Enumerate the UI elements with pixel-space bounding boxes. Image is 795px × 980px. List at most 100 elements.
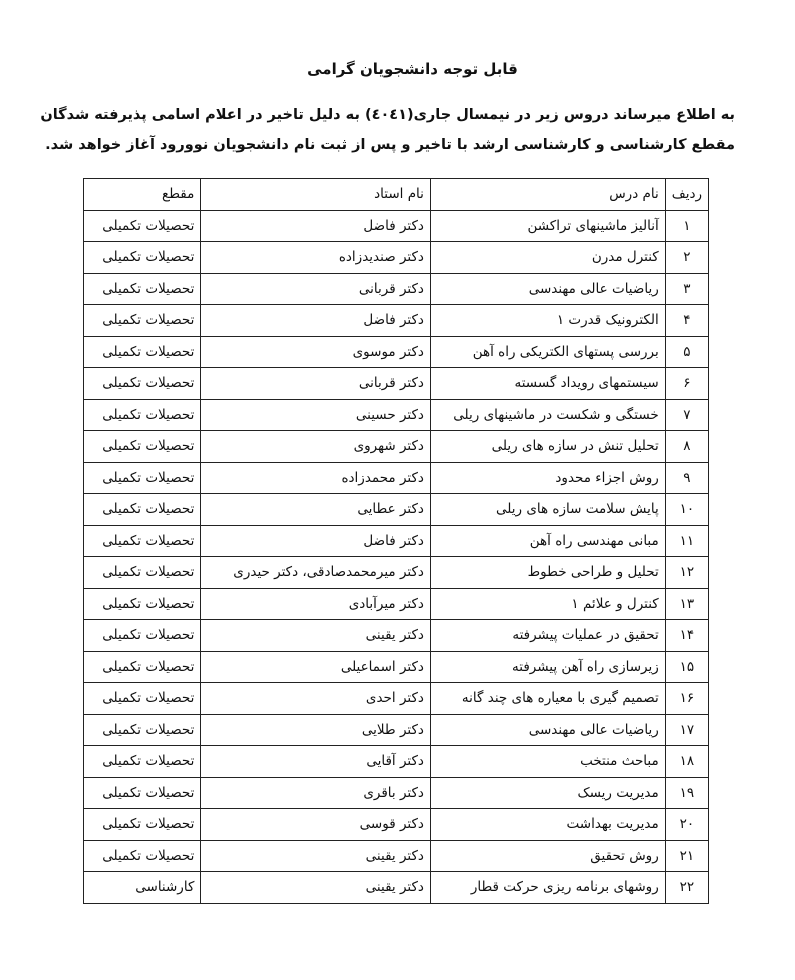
header-professor-name: نام استاد [200,178,431,211]
level-cell: تحصیلات تکمیلی [82,556,202,589]
level-cell: تحصیلات تکمیلی [82,335,202,368]
level-cell: تحصیلات تکمیلی [82,839,202,872]
course-name-cell: تحقیق در عملیات پیشرفته [429,619,666,652]
level-cell: تحصیلات تکمیلی [82,241,202,274]
table-row: ۲۲ روشهای برنامه ریزی حرکت قطار دکتر یقینی… [82,871,710,904]
course-name-cell: مدیریت ریسک [429,776,666,809]
level-cell: تحصیلات تکمیلی [82,209,202,242]
course-name-cell: ریاضیات عالی مهندسی [429,713,666,746]
table-row: ۱۴ تحقیق در عملیات پیشرفته دکتر یقینی تحصیل… [82,619,710,652]
table-row: ۲ کنترل مدرن دکتر صندیدزاده تحصیلات تکمیلی [82,241,710,274]
row-number-cell: ۱۴ [664,619,710,652]
row-number-cell: ۱۰ [664,493,710,526]
professor-name-cell: دکتر طلایی [200,713,431,746]
level-cell: تحصیلات تکمیلی [82,650,202,683]
professor-name-cell: دکتر حسینی [200,398,431,431]
level-cell: تحصیلات تکمیلی [82,493,202,526]
header-row-number: ردیف [664,178,710,211]
level-cell: تحصیلات تکمیلی [82,619,202,652]
professor-name-cell: دکتر احدی [200,682,431,715]
table-row: ۵ بررسی پستهای الکتریکی راه آهن دکتر موسوی… [82,335,710,368]
table-row: ۱۷ ریاضیات عالی مهندسی دکتر طلایی تحصیلات ت… [82,713,710,746]
course-name-cell: زیرسازی راه آهن پیشرفته [429,650,666,683]
course-name-cell: الکترونیک قدرت ۱ [429,304,666,337]
table-row: ۱۰ پایش سلامت سازه های ریلی دکتر عطایی تحصی… [82,493,710,526]
course-name-cell: آنالیز ماشینهای تراکشن [429,209,666,242]
professor-name-cell: دکتر فاضل [200,209,431,242]
table-row: ۱ آنالیز ماشینهای تراکشن دکتر فاضل تحصیلات … [82,209,710,242]
level-cell: تحصیلات تکمیلی [82,524,202,557]
header-course-name: نام درس [429,178,666,211]
professor-name-cell: دکتر محمدزاده [200,461,431,494]
row-number-cell: ۴ [664,304,710,337]
course-name-cell: تصمیم گیری با معیاره های چند گانه [429,682,666,715]
row-number-cell: ۵ [664,335,710,368]
table-header-row: ردیف نام درس نام استاد مقطع [82,178,710,211]
table-row: ۶ سیستمهای رویداد گسسته دکتر قربانی تحصیلات… [82,367,710,400]
row-number-cell: ۱۵ [664,650,710,683]
level-cell: تحصیلات تکمیلی [82,272,202,305]
table-row: ۱۲ تحلیل و طراحی خطوط دکتر میرمحمدصادقی، د… [82,556,710,589]
row-number-cell: ۲ [664,241,710,274]
professor-name-cell: دکتر اسماعیلی [200,650,431,683]
level-cell: تحصیلات تکمیلی [82,304,202,337]
table-row: ۱۸ مباحث منتخب دکتر آقایی تحصیلات تکمیلی [82,745,710,778]
professor-name-cell: دکتر یقینی [200,871,431,904]
row-number-cell: ۱۲ [664,556,710,589]
level-cell: تحصیلات تکمیلی [82,461,202,494]
table-row: ۱۳ کنترل و علائم ۱ دکتر میرآبادی تحصیلات تک… [82,587,710,620]
table-row: ۴ الکترونیک قدرت ۱ دکتر فاضل تحصیلات تکمیلی [82,304,710,337]
row-number-cell: ۱۶ [664,682,710,715]
professor-name-cell: دکتر میرمحمدصادقی، دکتر حیدری [200,556,431,589]
row-number-cell: ۶ [664,367,710,400]
level-cell: کارشناسی [82,871,202,904]
course-name-cell: روشهای برنامه ریزی حرکت قطار [429,871,666,904]
professor-name-cell: دکتر فاضل [200,304,431,337]
table-row: ۱۵ زیرسازی راه آهن پیشرفته دکتر اسماعیلی تح… [82,650,710,683]
professor-name-cell: دکتر قربانی [200,367,431,400]
notice-title: قابل توجه دانشجویان گرامی [307,60,518,78]
course-name-cell: تحلیل تنش در سازه های ریلی [429,430,666,463]
row-number-cell: ۱۷ [664,713,710,746]
row-number-cell: ۹ [664,461,710,494]
level-cell: تحصیلات تکمیلی [82,682,202,715]
table-row: ۲۰ مدیریت بهداشت دکتر قوسی تحصیلات تکمیلی [82,808,710,841]
course-name-cell: کنترل مدرن [429,241,666,274]
level-cell: تحصیلات تکمیلی [82,398,202,431]
level-cell: تحصیلات تکمیلی [82,808,202,841]
professor-name-cell: دکتر فاضل [200,524,431,557]
table-row: ۲۱ روش تحقیق دکتر یقینی تحصیلات تکمیلی [82,839,710,872]
course-name-cell: مبانی مهندسی راه آهن [429,524,666,557]
row-number-cell: ۳ [664,272,710,305]
table-row: ۱۹ مدیریت ریسک دکتر باقری تحصیلات تکمیلی [82,776,710,809]
course-name-cell: روش اجزاء محدود [429,461,666,494]
row-number-cell: ۱ [664,209,710,242]
row-number-cell: ۲۱ [664,839,710,872]
level-cell: تحصیلات تکمیلی [82,587,202,620]
level-cell: تحصیلات تکمیلی [82,713,202,746]
course-name-cell: سیستمهای رویداد گسسته [429,367,666,400]
course-name-cell: تحلیل و طراحی خطوط [429,556,666,589]
professor-name-cell: دکتر شهروی [200,430,431,463]
table-row: ۳ ریاضیات عالی مهندسی دکتر قربانی تحصیلات ت… [82,272,710,305]
professor-name-cell: دکتر عطایی [200,493,431,526]
row-number-cell: ۸ [664,430,710,463]
professor-name-cell: دکتر قوسی [200,808,431,841]
professor-name-cell: دکتر قربانی [200,272,431,305]
table-row: ۱۶ تصمیم گیری با معیاره های چند گانه دکتر … [82,682,710,715]
level-cell: تحصیلات تکمیلی [82,745,202,778]
notice-intro: به اطلاع میرساند دروس زیر در نیمسال جاری… [40,107,735,153]
row-number-cell: ۱۹ [664,776,710,809]
table-row: ۸ تحلیل تنش در سازه های ریلی دکتر شهروی تحص… [82,430,710,463]
course-name-cell: پایش سلامت سازه های ریلی [429,493,666,526]
course-name-cell: مباحث منتخب [429,745,666,778]
level-cell: تحصیلات تکمیلی [82,430,202,463]
row-number-cell: ۲۰ [664,808,710,841]
professor-name-cell: دکتر یقینی [200,839,431,872]
level-cell: تحصیلات تکمیلی [82,367,202,400]
row-number-cell: ۱۱ [664,524,710,557]
row-number-cell: ۱۳ [664,587,710,620]
courses-table: ردیف نام درس نام استاد مقطع ۱ آنالیز ماشی… [82,178,710,904]
course-name-cell: کنترل و علائم ۱ [429,587,666,620]
professor-name-cell: دکتر باقری [200,776,431,809]
